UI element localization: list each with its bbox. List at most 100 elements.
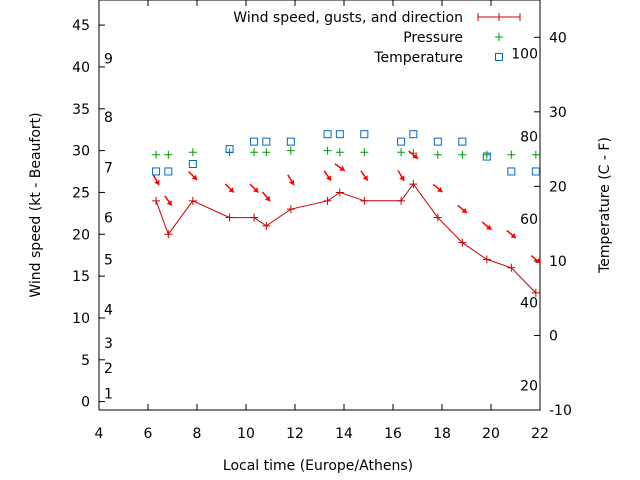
wind-direction-arrow <box>481 221 492 231</box>
y-tick-label: 25 <box>72 185 90 201</box>
pressure-point <box>433 150 442 159</box>
legend-marker-temperature <box>495 53 503 61</box>
wind-direction-arrow <box>249 183 259 194</box>
wind-speed-point <box>531 288 540 297</box>
arrow-head <box>510 232 516 239</box>
fahrenheit-label: 60 <box>520 212 538 228</box>
x-axis-label: Local time (Europe/Athens) <box>223 458 413 474</box>
x-tick-label: 18 <box>433 426 451 442</box>
x-tick-label: 22 <box>531 426 549 442</box>
wind-speed-point <box>335 188 344 197</box>
legend-marker-pressure <box>495 33 503 41</box>
wind-direction-arrow <box>360 170 369 182</box>
temperature-point <box>286 137 295 146</box>
temperature-point <box>409 130 418 139</box>
wind-speed-point <box>433 213 442 222</box>
wind-direction-arrow <box>432 183 443 193</box>
legend-label-temperature: Temperature <box>373 50 463 66</box>
pressure-point <box>397 148 406 157</box>
arrow-head <box>535 258 541 264</box>
x-tick-label: 4 <box>95 426 104 442</box>
beaufort-label: 5 <box>104 252 113 268</box>
temperature-point <box>188 160 197 168</box>
y2-axis-label: Temperature (C - F) <box>597 137 613 274</box>
arrow-head <box>265 195 271 202</box>
y-tick-label: 40 <box>72 60 90 76</box>
beaufort-label: 1 <box>104 386 113 402</box>
wind-direction-arrow <box>334 163 346 172</box>
tick-labels: 4 6 8 10 12 14 16 18 20 22051015202530354045-1001… <box>72 18 572 442</box>
arrow-head <box>166 200 172 206</box>
temperature-point <box>458 137 467 146</box>
wind-speed-point <box>152 196 161 205</box>
y2-tick-label: 10 <box>549 254 567 270</box>
legend-label-wind: Wind speed, gusts, and direction <box>233 10 463 26</box>
legend: Wind speed, gusts, and direction Pressure… <box>233 10 521 66</box>
temperature-point <box>152 167 161 176</box>
wind-speed-point <box>188 196 197 205</box>
x-tick-label: 8 <box>193 426 202 442</box>
temperature-point <box>397 137 406 146</box>
beaufort-label: 4 <box>104 303 113 319</box>
pressure-point <box>152 150 161 159</box>
x-tick-label: 6 <box>144 426 153 442</box>
scale-labels: 1 2 3 4 5 6 7 8 9 20 40 60 80 100 <box>104 47 538 403</box>
y-tick-label: 0 <box>81 395 90 411</box>
pressure-point <box>250 148 259 157</box>
arrow-head <box>339 165 345 171</box>
pressure-point <box>482 150 491 159</box>
wind-direction-arrow <box>261 191 271 202</box>
temperature-point <box>531 167 540 176</box>
wind-speed-point <box>225 213 234 222</box>
y-tick-label: 5 <box>81 353 90 369</box>
legend-marker-wind <box>495 13 503 21</box>
y2-tick-label: 0 <box>549 328 558 344</box>
temperature-point <box>164 167 173 176</box>
wind-direction-arrow <box>224 183 235 194</box>
wind-speed-point <box>323 196 332 205</box>
arrow-head <box>362 175 368 181</box>
beaufort-label: 2 <box>104 361 113 377</box>
temperature-point <box>360 130 369 139</box>
y-axis-label: Wind speed (kt - Beaufort) <box>28 112 44 297</box>
temperature-point <box>250 137 259 146</box>
fahrenheit-label: 20 <box>520 378 538 394</box>
y2-tick-label: 20 <box>549 179 567 195</box>
y-tick-label: 15 <box>72 269 90 285</box>
pressure-point <box>458 150 467 159</box>
wind-direction-arrow <box>323 170 332 182</box>
temperature-point <box>262 137 271 146</box>
wind-speed-point <box>507 263 516 272</box>
wind-speed-point <box>482 255 491 264</box>
x-tick-label: 10 <box>237 426 255 442</box>
arrow-head <box>412 153 418 159</box>
pressure-point <box>360 148 369 157</box>
pressure-point <box>335 148 344 157</box>
arrow-head <box>461 207 467 214</box>
pressure-point <box>323 146 332 155</box>
wind-speed-point <box>286 205 295 214</box>
arrow-head <box>288 179 295 186</box>
pressure-point <box>262 148 271 157</box>
arrow-head <box>253 187 259 193</box>
pressure-point <box>507 150 516 159</box>
arrow-head <box>154 179 160 186</box>
wind-direction-arrow <box>188 170 198 181</box>
y2-tick-label: -10 <box>549 403 572 419</box>
y-tick-label: 30 <box>72 144 90 160</box>
arrow-head <box>486 224 492 230</box>
wind-speed-point <box>397 196 406 205</box>
wind-direction-arrow <box>287 174 295 186</box>
y-tick-label: 45 <box>72 18 90 34</box>
wind-speed-point <box>250 213 259 222</box>
wind-speed-point <box>262 221 271 230</box>
beaufort-label: 3 <box>104 336 113 352</box>
pressure-point <box>164 150 173 159</box>
wind-speed-point <box>458 238 467 247</box>
wind-direction-arrow <box>164 195 173 207</box>
fahrenheit-label: 40 <box>520 296 538 312</box>
pressure-point <box>286 146 295 155</box>
temperature-point <box>433 137 442 146</box>
y-tick-label: 35 <box>72 102 90 118</box>
